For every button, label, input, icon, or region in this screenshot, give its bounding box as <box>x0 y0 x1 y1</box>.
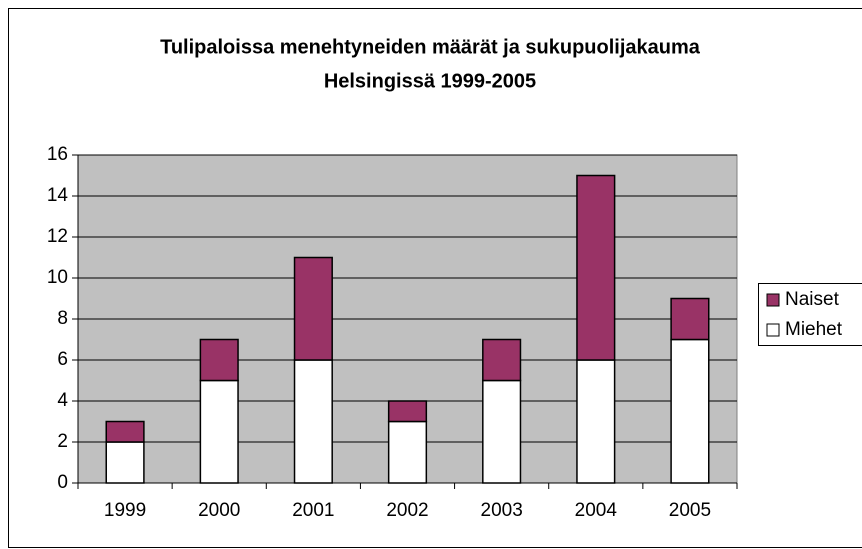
bar-segment <box>387 400 428 423</box>
y-tick-label: 8 <box>57 308 68 329</box>
bar-segment <box>670 338 710 484</box>
bar-segment <box>387 420 428 484</box>
legend-swatch <box>766 293 780 307</box>
bar-segment <box>293 256 333 361</box>
x-tick-label: 1999 <box>104 500 146 521</box>
x-tick-label: 2004 <box>575 500 618 521</box>
legend-label: Naiset <box>785 289 840 310</box>
bar-segment <box>576 359 616 484</box>
legend-swatch <box>766 323 780 337</box>
chart-title: Tulipaloissa menehtyneiden määrät ja suk… <box>160 36 701 58</box>
x-tick-label: 2002 <box>386 500 428 521</box>
x-tick-label: 2000 <box>198 500 240 521</box>
bar-segment <box>199 379 239 484</box>
bar-segment <box>576 174 616 361</box>
bar-segment <box>482 379 522 484</box>
y-tick-label: 6 <box>57 349 68 370</box>
y-tick-label: 4 <box>57 390 68 411</box>
bar-segment <box>105 441 145 484</box>
legend-label: Miehet <box>785 319 843 340</box>
y-tick-label: 12 <box>47 226 68 247</box>
x-tick-label: 2003 <box>481 500 523 521</box>
y-tick-label: 0 <box>57 472 68 493</box>
x-tick-label: 2005 <box>669 500 711 521</box>
y-tick-label: 10 <box>47 267 68 288</box>
bar-segment <box>105 420 145 443</box>
bar-segment <box>199 338 239 382</box>
bar-segment <box>670 297 710 341</box>
y-tick-label: 2 <box>57 431 68 452</box>
y-tick-label: 14 <box>47 185 69 206</box>
bar-segment <box>482 338 522 382</box>
x-tick-label: 2001 <box>292 500 334 521</box>
bar-segment <box>293 359 333 484</box>
y-tick-label: 16 <box>47 144 68 165</box>
chart-title: Helsingissä 1999-2005 <box>324 70 536 92</box>
